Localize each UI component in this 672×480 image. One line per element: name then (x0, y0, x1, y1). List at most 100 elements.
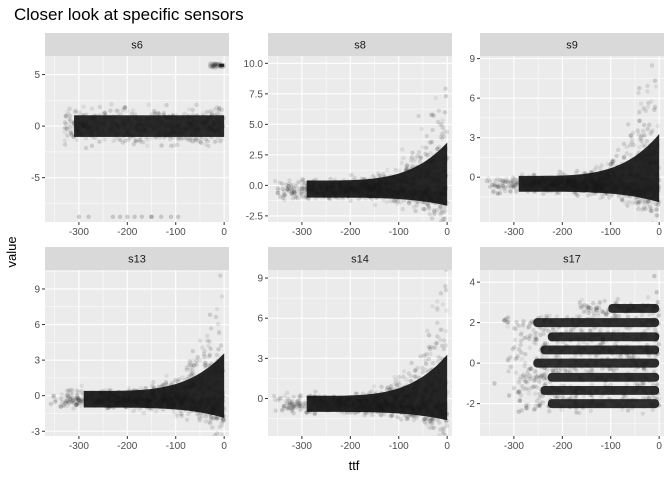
data-point (646, 177, 651, 182)
data-point (637, 384, 642, 389)
data-point (592, 189, 597, 194)
data-point (162, 114, 167, 120)
data-point (179, 127, 184, 133)
data-point (629, 136, 635, 141)
data-point (354, 184, 359, 189)
data-point (430, 153, 436, 158)
data-point (206, 363, 211, 368)
data-point (208, 420, 213, 425)
data-point (341, 187, 346, 192)
data-point (434, 151, 439, 157)
data-point (413, 409, 418, 414)
data-point (530, 183, 535, 188)
data-point (524, 182, 529, 188)
data-point (282, 193, 287, 198)
data-point (377, 180, 382, 186)
data-point (654, 213, 659, 218)
data-point (633, 192, 638, 197)
data-point (393, 167, 398, 173)
data-point (122, 138, 128, 143)
data-point (87, 116, 92, 121)
data-point (409, 191, 415, 196)
data-point (79, 399, 84, 404)
data-point (526, 176, 532, 181)
data-point (628, 152, 633, 157)
data-point (536, 180, 541, 186)
data-point (363, 184, 368, 189)
data-point (444, 200, 449, 205)
data-point (567, 185, 572, 190)
data-point (201, 352, 207, 357)
data-point (319, 401, 325, 406)
data-point (195, 400, 200, 405)
data-point (438, 402, 444, 407)
data-point (213, 408, 218, 413)
data-point (505, 184, 511, 189)
x-tick-label: -100 (389, 441, 409, 452)
data-point (214, 363, 219, 369)
data-point (146, 403, 151, 408)
data-point (306, 395, 311, 400)
data-point (220, 394, 226, 399)
data-point (535, 180, 540, 185)
data-point (423, 190, 429, 195)
data-point (407, 403, 412, 408)
data-point (425, 384, 431, 390)
data-point (320, 406, 325, 411)
data-point (134, 402, 140, 407)
data-point (351, 185, 356, 190)
data-point (550, 359, 555, 364)
data-point (573, 349, 579, 354)
data-point (510, 346, 516, 352)
data-point (119, 119, 124, 124)
data-point (145, 123, 150, 128)
data-point (415, 386, 420, 391)
data-point (122, 105, 128, 110)
data-point (73, 402, 79, 407)
data-point (400, 399, 405, 404)
data-point (163, 125, 168, 130)
data-point (322, 398, 327, 403)
data-point (372, 401, 377, 406)
data-point (572, 177, 577, 183)
data-point (395, 415, 400, 420)
data-point (183, 385, 189, 390)
data-point (330, 183, 336, 189)
data-point (294, 184, 299, 189)
data-point (172, 403, 177, 408)
data-point (541, 176, 547, 182)
data-point (174, 387, 180, 392)
data-point (571, 177, 576, 183)
data-point (630, 398, 635, 403)
data-point (410, 188, 415, 193)
data-point (591, 182, 597, 187)
data-point (338, 183, 343, 189)
data-point (217, 105, 222, 111)
data-point (617, 401, 622, 406)
data-point (215, 118, 220, 123)
data-point (579, 181, 584, 187)
data-point (194, 126, 199, 132)
data-point (390, 188, 395, 194)
data-point (511, 176, 516, 181)
data-point (85, 398, 91, 404)
data-point (170, 402, 176, 407)
data-point (621, 190, 626, 196)
data-point (528, 182, 533, 187)
data-point (597, 375, 602, 380)
data-point (368, 195, 373, 200)
data-point (423, 388, 429, 393)
data-point (333, 190, 338, 195)
data-point (611, 368, 617, 373)
data-point (209, 405, 214, 410)
data-point (605, 387, 610, 392)
data-point (300, 189, 305, 195)
data-point (77, 399, 83, 404)
data-point (67, 124, 73, 130)
data-point (615, 189, 621, 194)
data-point (600, 182, 605, 187)
data-point (129, 111, 135, 117)
data-point (574, 182, 579, 187)
data-point (436, 108, 442, 113)
data-point (558, 359, 563, 364)
